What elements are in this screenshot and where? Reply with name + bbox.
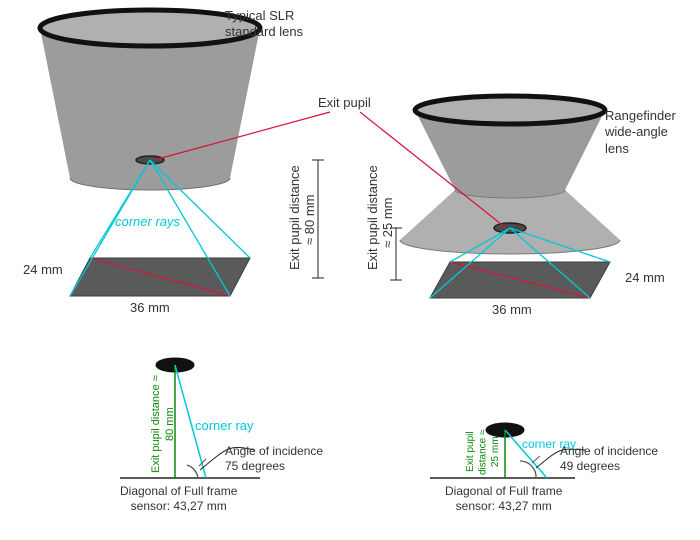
slr-bottom-angle: Angle of incidence 75 degrees xyxy=(225,444,323,474)
slr-sensor-h: 24 mm xyxy=(23,262,63,278)
rf-epd-vlabel-1: Exit pupil distance xyxy=(365,158,381,278)
slr-epd-vlabel-2: ≈ 80 mm xyxy=(302,170,318,270)
rf-bottom-epd: Exit pupil distance ≈ 25 mm xyxy=(465,422,503,482)
rf-epd-vlabel-2: ≈ 25 mm xyxy=(380,178,396,268)
rf-lens-top xyxy=(415,96,605,124)
slr-lens-body xyxy=(40,28,260,190)
slr-bottom-corner-ray: corner ray xyxy=(195,418,254,434)
exit-pupil-label: Exit pupil xyxy=(318,95,371,111)
rf-sensor-h: 24 mm xyxy=(625,270,665,286)
rf-lens-lower xyxy=(400,190,620,254)
slr-sensor-w: 36 mm xyxy=(130,300,170,316)
slr-epd-vlabel-1: Exit pupil distance xyxy=(287,158,303,278)
rf-title: Rangefinder wide-angle lens xyxy=(605,108,676,157)
slr-title: Typical SLR standard lens xyxy=(225,8,303,41)
rf-bottom-angle: Angle of incidence 49 degrees xyxy=(560,444,658,474)
slr-bottom-diag: Diagonal of Full frame sensor: 43,27 mm xyxy=(120,484,237,514)
slr-bottom-epd: Exit pupil distance ≈ 80 mm xyxy=(150,368,178,480)
rf-bottom-diag: Diagonal of Full frame sensor: 43,27 mm xyxy=(445,484,562,514)
slr-corner-rays-label: corner rays xyxy=(115,214,180,230)
rf-sensor-w: 36 mm xyxy=(492,302,532,318)
